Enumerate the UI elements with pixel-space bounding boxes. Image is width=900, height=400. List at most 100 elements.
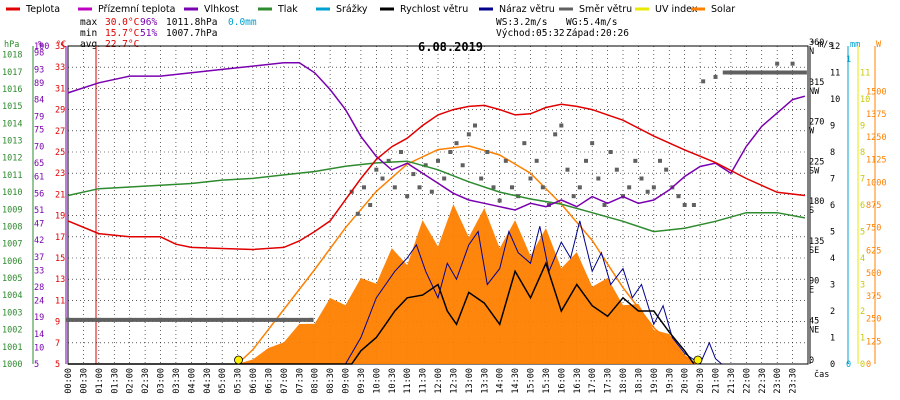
x-tick-label: 13:00 [465,368,475,394]
axis-unit-pct: % [38,40,43,50]
x-tick-label: 21:30 [727,368,737,394]
stat-min-press: 1007.7hPa [166,28,217,39]
tick-humidity: 51 [34,206,44,216]
direction-point [633,158,638,163]
tick-temp: 7 [55,339,60,349]
x-tick-label: 00:00 [64,368,74,394]
direction-point [614,167,619,172]
direction-point [658,158,662,163]
stat-min-label: min [80,28,97,39]
tick-humidity: 5 [34,360,39,370]
direction-point [503,158,508,163]
temperature-line [67,103,805,251]
direction-point [577,185,582,190]
sunrise-marker [234,355,243,365]
x-tick-label: 03:00 [157,368,167,394]
x-tick-label: 02:00 [126,368,136,394]
stat-wg: WG:5.4m/s [566,17,617,28]
direction-point [522,141,527,146]
tick-temp: 15 [55,254,65,264]
tick-solar: 750 [866,224,881,234]
x-tick-label: 14:00 [496,368,506,394]
x-tick-label: 22:30 [758,368,768,394]
stat-max-press: 1011.8hPa [166,17,217,28]
axis-unit-hpa: hPa [4,40,19,50]
tick-solar: 0 [866,360,871,370]
tick-uv: 5 [860,228,865,238]
x-tick-label: 07:00 [280,368,290,394]
axis-unit-mm: mm [850,40,860,50]
tick-pressure: 1000 [2,360,22,370]
tick-pressure: 1002 [2,326,22,336]
direction-point [627,185,632,190]
tick-wind: 1 [830,334,835,344]
tick-uv: 1 [860,334,865,344]
chart-date-title: 6.08.2019 [418,40,483,54]
x-tick-label: 17:30 [604,368,614,394]
legend-label: Rychlost větru [400,4,468,15]
tick-rain: 0 [846,360,851,370]
direction-point [540,185,545,190]
direction-point [571,194,576,199]
tick-solar: 375 [866,292,881,302]
axis-unit-w: W [876,40,882,50]
direction-point [775,61,780,66]
solar-area [237,204,698,364]
direction-point [405,194,410,199]
tick-humidity: 100 [34,42,49,52]
tick-humidity: 42 [34,236,44,246]
x-tick-label: 21:00 [712,368,722,394]
direction-point [368,203,373,207]
tick-wind: 11 [830,69,840,79]
tick-direction: 180 [809,197,824,207]
x-tick-label: 11:30 [419,368,429,394]
tick-solar: 875 [866,201,881,211]
pressure-line [67,160,806,233]
stat-avg-label: avg [80,39,97,50]
tick-pressure: 1001 [2,343,22,353]
x-tick-label: 13:30 [480,368,490,394]
tick-wind: 12 [830,42,840,52]
direction-point [553,132,558,137]
tick-direction-name: SE [809,246,819,256]
x-tick-label: 06:00 [249,368,259,394]
tick-humidity: 37 [34,253,44,263]
x-tick-label: 05:30 [234,368,244,394]
direction-point [790,61,795,66]
tick-temp: 23 [55,169,65,179]
x-tick-label: 19:30 [665,368,675,394]
tick-direction: 315 [809,78,824,88]
direction-point [392,185,397,190]
x-tick-label: 01:00 [95,368,105,394]
axis-unit-ms: m/s [818,40,833,50]
tick-uv: 2 [860,307,865,317]
tick-temp: 9 [55,318,60,328]
tick-uv: 4 [860,254,865,264]
tick-humidity: 47 [34,219,44,229]
direction-point [399,150,403,154]
direction-point [559,123,564,128]
tick-temp: 33 [55,63,65,73]
x-tick-label: 23:00 [773,368,783,394]
legend-label: Náraz větru [499,4,555,15]
tick-pressure: 1003 [2,308,22,318]
gust-line [345,220,723,365]
wind-line [68,261,695,365]
tick-temp: 5 [55,360,60,370]
stat-max-temp: 30.0°C [105,17,139,28]
x-tick-label: 04:00 [187,368,197,394]
tick-humidity: 79 [34,112,44,122]
tick-humidity: 61 [34,173,44,183]
direction-point [442,176,447,181]
tick-uv: 8 [860,148,865,158]
x-tick-label: 11:00 [403,368,413,394]
solar-curve [237,145,698,365]
tick-humidity: 14 [34,330,44,340]
tick-direction-name: NW [809,87,820,97]
direction-point [473,123,477,128]
stat-ws: WS:3.2m/s [496,17,547,28]
tick-humidity: 75 [34,126,44,136]
direction-point [691,203,696,207]
tick-uv: 11 [860,69,870,79]
